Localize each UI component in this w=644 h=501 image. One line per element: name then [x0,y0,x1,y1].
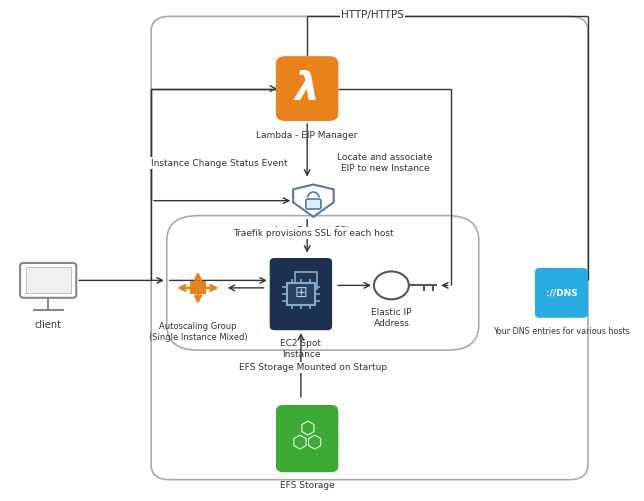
Text: ⬡
⬡⬡: ⬡ ⬡⬡ [291,420,323,452]
Text: Locate and associate
EIP to new Instance: Locate and associate EIP to new Instance [337,153,433,173]
FancyBboxPatch shape [287,283,315,305]
Text: EFS Storage Mounted on Startup: EFS Storage Mounted on Startup [240,363,388,372]
FancyBboxPatch shape [295,272,316,289]
FancyBboxPatch shape [26,268,71,294]
Text: Lambda - EIP Manager: Lambda - EIP Manager [256,131,358,140]
Text: λ: λ [295,70,319,108]
Text: ⊞: ⊞ [294,285,307,300]
Text: Elastic IP
Address: Elastic IP Address [371,308,412,328]
Text: Your DNS entries for various hosts: Your DNS entries for various hosts [493,327,630,336]
FancyBboxPatch shape [270,258,332,330]
Text: client: client [35,320,62,330]
FancyBboxPatch shape [276,405,338,472]
Text: Traefik provisions SSL for each host: Traefik provisions SSL for each host [233,228,393,237]
FancyBboxPatch shape [306,199,321,209]
Text: EC2 Spot
Instance: EC2 Spot Instance [280,339,321,359]
Text: ://DNS: ://DNS [545,289,577,298]
Text: Lets Encrypt SSL: Lets Encrypt SSL [276,226,352,235]
Text: EFS Storage: EFS Storage [279,481,334,490]
FancyBboxPatch shape [191,283,205,294]
FancyBboxPatch shape [276,56,338,121]
Text: HTTP/HTTPS: HTTP/HTTPS [341,11,404,21]
Text: Autoscaling Group
(Single Instance Mixed): Autoscaling Group (Single Instance Mixed… [149,322,247,342]
FancyBboxPatch shape [535,268,588,318]
Text: Instance Change Status Event: Instance Change Status Event [151,159,288,168]
FancyBboxPatch shape [33,309,64,311]
